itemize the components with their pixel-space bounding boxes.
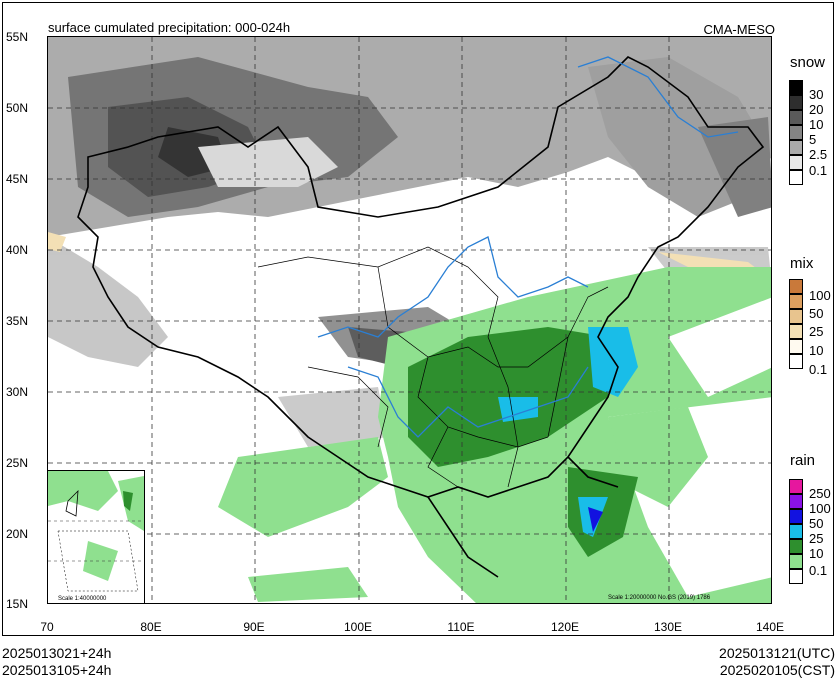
valid-time-cst: 2025020105(CST) xyxy=(719,662,835,678)
valid-time-utc: 2025013121(UTC) xyxy=(719,645,835,661)
inset-scale-note: Scale 1:40000000 xyxy=(58,596,107,602)
snow-swatch-30 xyxy=(789,80,803,95)
snow-level-label: 10 xyxy=(809,117,824,132)
south-china-sea-inset: Scale 1:40000000 xyxy=(48,470,145,603)
lat-label-20: 20N xyxy=(6,527,29,541)
snow-swatch-0-1 xyxy=(789,155,803,170)
snow-swatch-20 xyxy=(789,95,803,110)
figure-title: surface cumulated precipitation: 000-024… xyxy=(48,20,291,35)
mix-level-label: 100 xyxy=(809,288,831,303)
lon-label-140e: 140E xyxy=(755,620,785,634)
snow-swatch-5 xyxy=(789,125,803,140)
rain-swatch-50 xyxy=(789,509,803,524)
mix-swatch-100 xyxy=(789,279,803,294)
mix-level-label: 0.1 xyxy=(809,362,828,377)
province-borders xyxy=(257,246,609,488)
rain-level-label: 10 xyxy=(809,546,824,561)
lat-label-30: 30N xyxy=(6,385,29,399)
rain-level-label: 25 xyxy=(809,531,824,546)
rain-swatch-10 xyxy=(789,539,803,554)
lat-label-45: 45N xyxy=(6,172,29,186)
lat-label-35: 35N xyxy=(6,314,29,328)
mix-level-label: 10 xyxy=(809,343,824,358)
lon-label-110e: 110E xyxy=(447,620,475,634)
model-name: CMA-MESO xyxy=(703,22,776,37)
snow-legend-title: snow xyxy=(790,54,826,71)
rain-level-label: 0.1 xyxy=(809,563,828,578)
snow-swatch-none xyxy=(789,170,803,185)
lon-label-100e: 100E xyxy=(343,620,373,634)
snow-level-label: 5 xyxy=(809,132,817,147)
mix-swatch-0-1 xyxy=(789,339,803,354)
rain-legend-title: rain xyxy=(790,452,816,469)
rain-swatch-250 xyxy=(789,479,803,494)
snow-level-label: 30 xyxy=(809,87,824,102)
rain-level-label: 50 xyxy=(809,516,824,531)
lat-label-40: 40N xyxy=(6,243,29,257)
init-time-cst: 2025013105+24h xyxy=(2,662,112,678)
lat-label-15: 15N xyxy=(6,597,29,611)
lon-label-80e: 80E xyxy=(140,620,162,634)
snow-level-label: 2.5 xyxy=(809,147,828,162)
lon-label-130e: 130E xyxy=(653,620,683,634)
snow-swatch-10 xyxy=(789,110,803,125)
lon-label-120e: 120E xyxy=(550,620,580,634)
precipitation-map: Scale 1:40000000 Scale 1:20000000 No.GS … xyxy=(47,36,772,604)
snow-level-label: 0.1 xyxy=(809,163,828,178)
rivers xyxy=(317,56,739,438)
mix-legend-title: mix xyxy=(790,255,814,272)
init-time-utc: 2025013021+24h xyxy=(2,645,112,661)
mix-swatch-50 xyxy=(789,294,803,309)
rain-swatch-25 xyxy=(789,524,803,539)
rain-swatch-none xyxy=(789,569,803,584)
mix-swatch-25 xyxy=(789,309,803,324)
map-scale-note: Scale 1:20000000 No.GS (2019) 1786 xyxy=(608,595,711,601)
mix-swatch-10 xyxy=(789,324,803,339)
rain-heavy-field xyxy=(498,327,638,537)
rain-level-label: 250 xyxy=(809,486,831,501)
mix-swatch-none xyxy=(789,354,803,369)
snow-level-label: 20 xyxy=(809,102,824,117)
country-borders xyxy=(77,56,765,578)
snow-swatch-2-5 xyxy=(789,140,803,155)
mix-level-label: 25 xyxy=(809,324,824,339)
rain-swatch-0-1 xyxy=(789,554,803,569)
lat-label-25: 25N xyxy=(6,456,29,470)
rain-swatch-100 xyxy=(789,494,803,509)
lat-label-55: 55N xyxy=(6,30,29,44)
mix-level-label: 50 xyxy=(809,306,824,321)
inset-canvas xyxy=(48,471,144,603)
graticule xyxy=(48,37,771,603)
lon-label-90e: 90E xyxy=(243,620,265,634)
lon-label-70: 70 xyxy=(40,620,54,634)
rain-level-label: 100 xyxy=(809,501,831,516)
map-canvas xyxy=(48,37,771,603)
lat-label-50: 50N xyxy=(6,101,29,115)
